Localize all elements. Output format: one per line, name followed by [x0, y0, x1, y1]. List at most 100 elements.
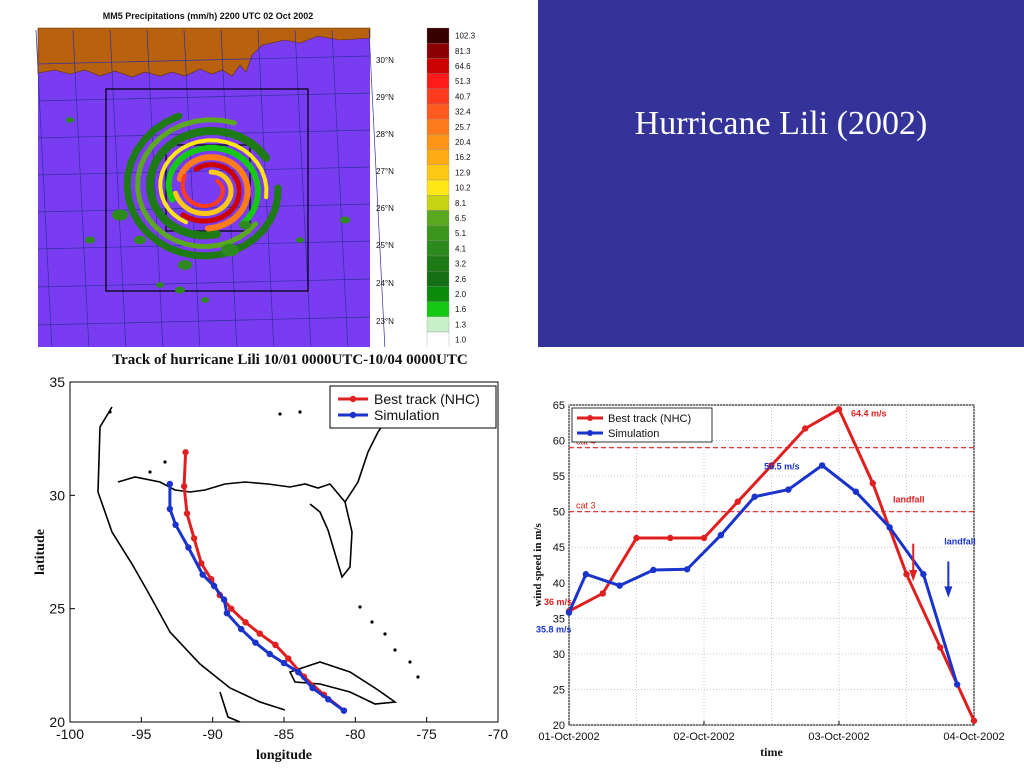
data-point [220, 596, 228, 603]
colorbar-label: 3.2 [455, 260, 467, 269]
colorbar-swatch [426, 164, 450, 181]
latitude-label: 26°N [376, 204, 394, 213]
colorbar-swatch [426, 301, 450, 317]
colorbar-swatch [426, 119, 450, 135]
data-point [852, 488, 860, 495]
colorbar-label: 81.3 [455, 47, 471, 56]
colorbar-label: 32.4 [455, 108, 471, 117]
data-point [683, 566, 691, 573]
data-point [266, 650, 273, 658]
data-point [650, 566, 657, 574]
data-point [183, 510, 191, 517]
track-chart: -100 -95 -90 -85 -80 -75 -70 20 25 30 35 longitude l… [33, 374, 508, 763]
colorbar-label: 20.4 [455, 138, 471, 147]
rain-cell [178, 260, 192, 270]
rainband [180, 173, 225, 209]
colorbar-label: 12.9 [455, 168, 471, 177]
y-tick-label: 60 [553, 436, 565, 448]
x-tick-label: 03-Oct-2002 [808, 731, 869, 743]
rainband [123, 112, 282, 260]
rain-cell [134, 235, 146, 245]
data-point [700, 534, 708, 542]
x-tick-label: -95 [131, 726, 151, 742]
x-tick-label: -85 [274, 726, 294, 742]
y-tick-label: 20 [553, 720, 565, 732]
data-point [280, 659, 288, 667]
x-tick-label: -90 [203, 726, 223, 742]
latitude-label: 27°N [376, 167, 394, 176]
data-point [166, 505, 174, 513]
island [358, 605, 362, 609]
latitude-label: 24°N [376, 279, 394, 288]
series-line [168, 484, 345, 712]
rainband [180, 162, 242, 224]
coastline-land [37, 27, 371, 78]
legend-label: Best track (NHC) [374, 391, 480, 407]
rain-cell [221, 243, 239, 257]
rainband [173, 169, 234, 217]
rainband [165, 144, 262, 228]
colorbar-label: 2.0 [455, 290, 467, 299]
data-point [903, 571, 910, 578]
data-point [869, 480, 876, 487]
island [383, 632, 387, 636]
sim-peak-label: 56.5 m/s [764, 461, 800, 471]
colorbar-swatch [426, 179, 450, 196]
y-tick-label: 45 [553, 542, 565, 554]
precip-map-title: MM5 Precipitations (mm/h) 2200 UTC 02 Oc… [102, 11, 314, 21]
data-point [633, 534, 640, 542]
parallel-line [37, 55, 371, 65]
latitude-label: 30°N [376, 56, 394, 65]
data-point [180, 483, 188, 490]
legend-label: Best track (NHC) [608, 413, 691, 425]
legend-label: Simulation [374, 407, 439, 423]
legend: Best track (NHC) Simulation [571, 407, 713, 443]
y-tick-label: 25 [553, 684, 565, 696]
meridian-line [109, 29, 127, 351]
data-point [835, 406, 843, 413]
bt-start-label: 36 m/s [544, 597, 572, 607]
colorbar-label: 1.0 [455, 336, 467, 345]
island [416, 675, 420, 679]
data-point [802, 425, 809, 432]
x-tick-label: -75 [417, 726, 437, 742]
data-point [223, 610, 231, 617]
meridian-line [146, 29, 164, 351]
y-tick-label: 55 [553, 471, 565, 483]
data-point [185, 544, 192, 551]
rain-cell [85, 236, 95, 244]
precip-colorbar: 102.3 81.3 64.6 51.3 40.7 32.4 25.7 20.4 16.2 12.… [426, 27, 476, 348]
data-point [166, 480, 174, 488]
data-point [953, 681, 961, 688]
series-simulation [565, 462, 961, 688]
parallel-line [37, 92, 371, 102]
colorbar-swatch [426, 134, 450, 150]
colorbar-swatch [426, 316, 450, 333]
map-grid [35, 29, 386, 351]
colorbar-label: 16.2 [455, 153, 471, 162]
legend-label: Simulation [608, 428, 659, 440]
y-tick-label: 40 [553, 578, 565, 590]
data-point [272, 641, 279, 649]
parallel-line [37, 316, 371, 326]
wind-speed-chart: 20 25 30 35 40 45 50 55 60 65 01-Oct-2002 02-Oct-20… [532, 400, 1005, 759]
coastline [97, 406, 286, 711]
data-point [256, 630, 263, 637]
y-tick-label: 30 [49, 487, 65, 503]
data-point [228, 605, 235, 612]
island [408, 660, 412, 664]
x-axis-label: time [760, 745, 783, 759]
sim-landfall-arrowhead [944, 586, 953, 598]
x-tick-label: -70 [488, 726, 508, 742]
rain-cell [201, 297, 209, 303]
data-point [285, 655, 292, 662]
colorbar-swatch [426, 43, 450, 59]
colorbar-label: 1.3 [455, 320, 467, 329]
y-tick-label: 65 [553, 400, 565, 412]
data-point [252, 639, 259, 646]
latitude-label: 28°N [376, 130, 394, 139]
data-point [172, 521, 179, 528]
y-axis-label: wind speed in m/s [532, 523, 544, 607]
data-point [667, 534, 674, 542]
meridian-line [294, 29, 312, 351]
